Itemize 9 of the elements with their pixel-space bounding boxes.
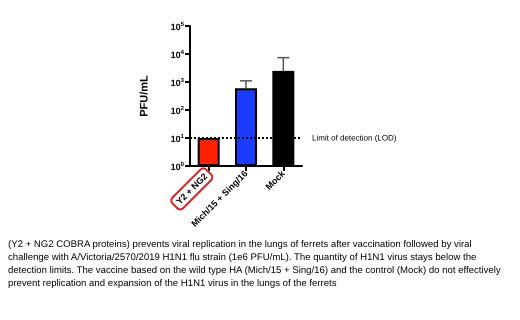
text: (Y2 + NG2 COBRA proteins) prevents viral replication in the lungs of ferrets after vaccination followed by viral challenge with A/Victoria/2570/2019 H1N1 flu strain (1e6 PFU/mL). The quantity of H1N1 virus stays below the detection limits. The vaccine based on the wild type HA (Mich/15 + Sing/16) and the control (Mock) do not effectively prevent replication and expansion of the H1N1 virus in the lungs of the ferrets bbox=[8, 239, 504, 289]
y-tick-label: 10$^{3}$ bbox=[170, 76, 184, 89]
y-tick-label: 10$^{2}$ bbox=[170, 104, 184, 117]
y-tick-label: 10$^{4}$ bbox=[170, 48, 184, 61]
y-axis-title: PFU/mL bbox=[138, 74, 150, 117]
y-tick-label: 10$^{5}$ bbox=[170, 20, 184, 33]
ref-line-label: Limit of detection (LOD) bbox=[312, 134, 397, 142]
y-tick-label: 10$^{1}$ bbox=[170, 132, 184, 145]
y-tick-label: 10$^{0}$ bbox=[170, 160, 184, 173]
